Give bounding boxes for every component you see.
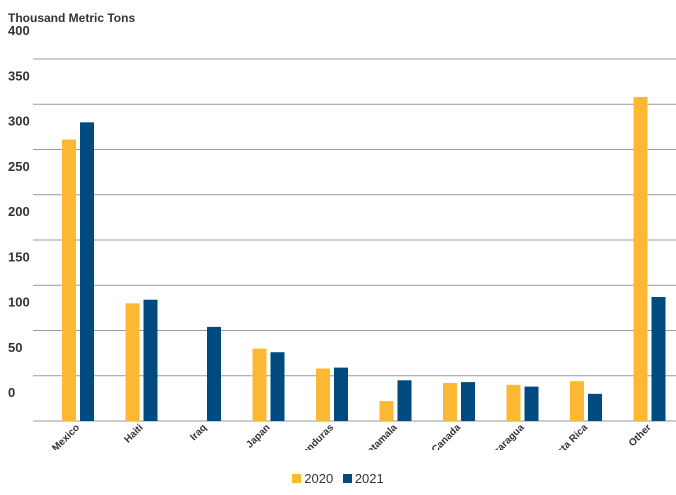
legend-swatch-2021 <box>342 474 352 483</box>
y-tick-labels: 400 350 300 250 200 150 100 50 0 <box>8 23 30 400</box>
bar-2020-other <box>633 97 648 421</box>
category-labels: Mexico Haiti Iraq Japan Honduras Guatamala Can… <box>50 422 653 450</box>
legend-label-2020: 2020 <box>304 471 334 486</box>
category-label: Iraq <box>188 422 209 443</box>
category-label: Other <box>627 422 654 449</box>
bar-2021-guatamala <box>397 380 412 421</box>
category-label: Mexico <box>50 422 82 450</box>
bar-2020-guatamala <box>379 401 394 421</box>
bar-2021-costa-rica <box>588 393 602 421</box>
y-tick-label: 0 <box>8 385 15 400</box>
bar-2020-nicaragua <box>506 384 521 421</box>
bar-2021-honduras <box>334 367 348 421</box>
y-tick-label: 300 <box>8 114 30 129</box>
bar-2020-japan <box>252 348 267 421</box>
bar-2020-mexico <box>62 139 76 422</box>
bar-2021-japan <box>270 352 285 421</box>
legend-label-2021: 2021 <box>354 471 384 486</box>
y-tick-label: 150 <box>8 249 30 264</box>
category-label: Honduras <box>295 422 336 450</box>
bar-2021-canada <box>461 382 475 421</box>
bar-2021-haiti <box>143 299 158 421</box>
category-label: Haiti <box>123 422 146 445</box>
category-label: Nicaragua <box>485 422 527 450</box>
category-label: Costa Rica <box>546 422 591 450</box>
legend-item-2020: 2020 <box>292 471 333 486</box>
y-tick-label: 350 <box>8 68 30 83</box>
bar-2020-costa-rica <box>570 381 584 421</box>
bar-2020-haiti <box>125 303 140 421</box>
category-label: Japan <box>244 422 272 450</box>
chart: Thousand Metric Tons 400 350 300 250 200 150 1… <box>8 11 676 450</box>
bar-2021-nicaragua <box>524 386 539 421</box>
legend-item-2021: 2021 <box>342 471 384 486</box>
y-tick-label: 400 <box>8 23 30 38</box>
y-tick-label: 50 <box>8 340 22 355</box>
bars <box>62 97 666 422</box>
y-tick-label: 250 <box>8 159 30 174</box>
category-label: Canada <box>430 422 464 450</box>
legend: 2020 2021 <box>0 471 676 486</box>
y-tick-label: 100 <box>8 295 30 310</box>
bar-2021-other <box>651 297 666 421</box>
y-tick-label: 200 <box>8 204 30 219</box>
bar-2020-honduras <box>316 368 330 421</box>
bar-2020-canada <box>443 382 457 421</box>
bar-2021-mexico <box>80 122 94 421</box>
y-axis-title: Thousand Metric Tons <box>8 11 135 25</box>
legend-swatch-2020 <box>292 474 302 483</box>
gridlines <box>33 58 676 422</box>
category-label: Guatamala <box>356 422 400 450</box>
bar-2021-iraq <box>207 326 221 421</box>
